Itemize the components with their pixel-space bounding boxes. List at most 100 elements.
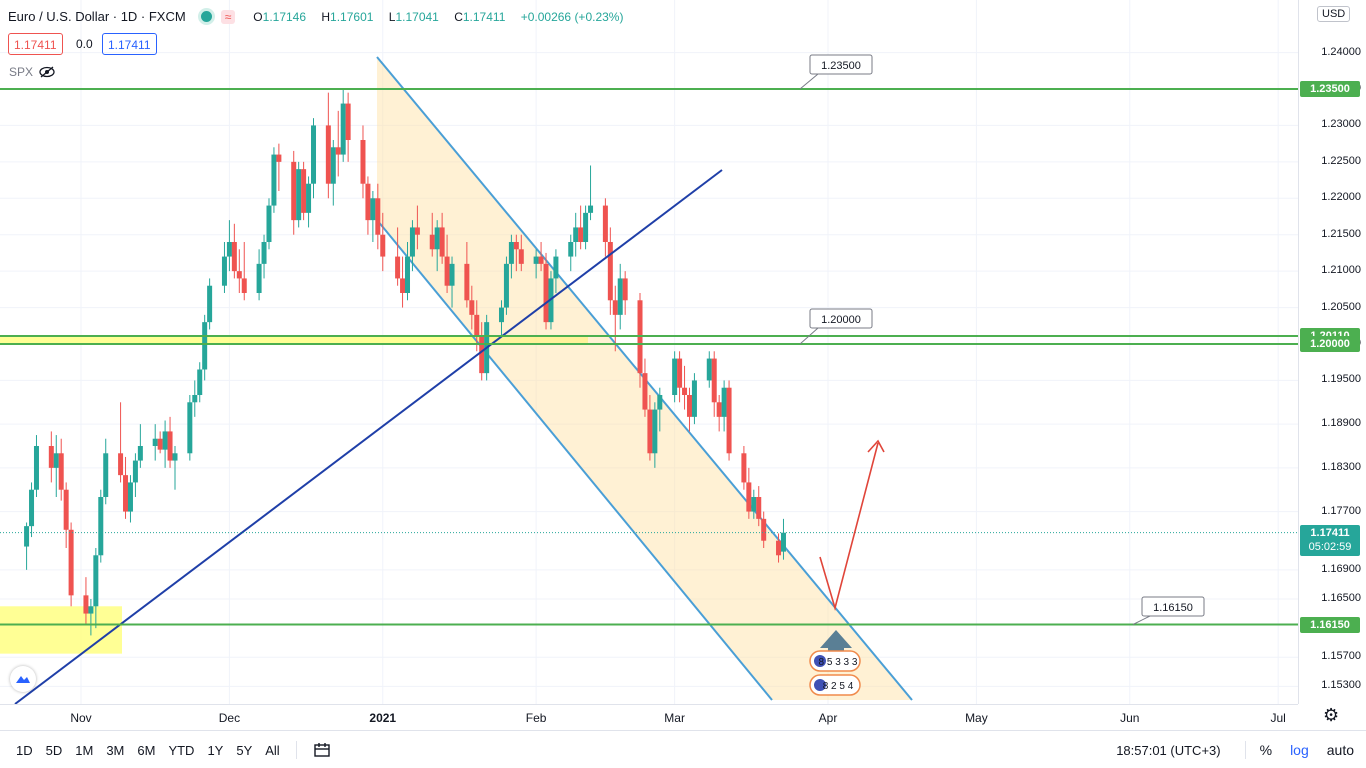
candle-body (172, 453, 178, 461)
candle (721, 380, 727, 432)
auto-toggle[interactable]: auto (1326, 742, 1354, 758)
price-tick-label: 1.22500 (1321, 154, 1361, 167)
event-label: 8 5 3 3 3 (819, 657, 858, 668)
candle-body (29, 489, 35, 527)
candle-body (271, 154, 277, 206)
callout-label: 1.20000 (821, 314, 861, 326)
sell-button[interactable]: 1.17411 (8, 33, 63, 55)
candle-body (498, 307, 504, 323)
log-toggle[interactable]: log (1290, 742, 1309, 758)
candle (508, 234, 514, 279)
price-axis[interactable]: 1.24000 1.23500 1.23000 1.22500 1.22000 1.215… (1298, 0, 1366, 704)
candle-body (241, 278, 247, 293)
candle (686, 387, 692, 432)
chart-legend: Euro / U.S. Dollar · 1D · FXCM ≈ O1.1714… (8, 8, 629, 25)
date-range-icon[interactable] (313, 742, 331, 758)
candle-body (533, 256, 539, 264)
settings-icon[interactable]: ⚙ (1323, 705, 1340, 725)
time-tick-label: Mar (664, 711, 685, 725)
candle (538, 242, 544, 272)
candle (380, 212, 386, 272)
clock-display[interactable]: 18:57:01 (UTC+3) (1116, 742, 1221, 758)
time-axis[interactable]: Nov Dec 2021 Feb Mar Apr May Jun Jul (0, 704, 1298, 731)
forecast-path (819, 442, 879, 611)
candle (672, 351, 678, 403)
price-tick-label: 1.19500 (1321, 373, 1361, 386)
candle-body (360, 140, 366, 184)
candle (503, 256, 509, 315)
candle (226, 220, 232, 272)
candle (607, 227, 613, 315)
candle (296, 161, 302, 228)
candle-body (776, 540, 782, 556)
price-chart[interactable]: 1.23500 1.20000 1.16150 8 5 3 3 3 8 2 5 4 (0, 0, 1298, 704)
candle (365, 176, 371, 235)
candle (682, 365, 688, 410)
candle-body (207, 285, 213, 323)
candle-body (68, 529, 74, 596)
candle-body (137, 446, 143, 461)
timeframe-5y[interactable]: 5Y (236, 742, 253, 758)
candle-body (583, 212, 589, 242)
candle-body (395, 256, 401, 279)
price-tick-label: 1.21000 (1321, 264, 1361, 277)
timeframe-1y[interactable]: 1Y (207, 742, 224, 758)
level-price-tag: 1.23500 (1300, 81, 1360, 97)
candle-body (479, 336, 485, 374)
currency-label[interactable]: USD (1317, 6, 1351, 22)
price-tick-label: 1.16500 (1321, 592, 1361, 604)
candle-body (335, 147, 341, 155)
candle-body (63, 489, 69, 530)
candle (187, 395, 193, 461)
current-price-value: 1.17411 (1310, 526, 1350, 539)
candle-body (365, 183, 371, 221)
eye-hidden-icon[interactable] (39, 66, 55, 78)
symbol-title[interactable]: Euro / U.S. Dollar · 1D · FXCM (8, 9, 186, 24)
candle-body (157, 438, 163, 450)
candle-body (642, 373, 648, 410)
candle (395, 227, 401, 286)
candle-body (167, 431, 173, 461)
candle (276, 143, 282, 191)
candle-body (434, 227, 440, 250)
candle (746, 467, 752, 519)
us-flag-icon (814, 679, 826, 691)
callout-box (1141, 596, 1205, 617)
candle (241, 242, 247, 301)
candle-body (677, 358, 683, 388)
timeframe-1m[interactable]: 1M (75, 742, 94, 758)
market-status-icon (197, 8, 215, 25)
candle (261, 234, 267, 279)
candle-body (325, 125, 331, 184)
time-tick-label: Dec (219, 711, 240, 725)
callout-pointer (1132, 615, 1151, 625)
timeframe-1d[interactable]: 1D (16, 742, 33, 758)
buy-button[interactable]: 1.17411 (102, 33, 157, 55)
candle-body (553, 256, 559, 279)
spx-indicator[interactable]: SPX (9, 65, 55, 79)
candle-body (444, 256, 450, 286)
timeframe-5d[interactable]: 5D (45, 742, 63, 758)
candle-body (617, 278, 623, 315)
candle-body (741, 453, 747, 483)
ohlc-values: O1.17146 H1.17601 L1.17041 C1.17411 +0.0… (253, 9, 624, 24)
candle-body (118, 453, 124, 476)
candle-body (439, 227, 445, 257)
candle (776, 533, 782, 563)
timeframe-3m[interactable]: 3M (106, 742, 125, 758)
candle-body (330, 147, 336, 184)
candle (360, 125, 366, 199)
candle (340, 89, 346, 162)
price-tick-label: 1.18900 (1321, 417, 1361, 430)
timeframe-all[interactable]: All (265, 742, 280, 758)
candle-body (400, 278, 406, 293)
candle-body (711, 358, 717, 403)
timeframe-6m[interactable]: 6M (137, 742, 156, 758)
percent-toggle[interactable]: % (1259, 742, 1273, 758)
timeframe-ytd[interactable]: YTD (168, 742, 195, 758)
candle (568, 234, 574, 272)
candle (83, 577, 89, 625)
tradingview-logo[interactable] (10, 666, 36, 692)
candle-body (306, 183, 312, 213)
candle (207, 278, 213, 330)
